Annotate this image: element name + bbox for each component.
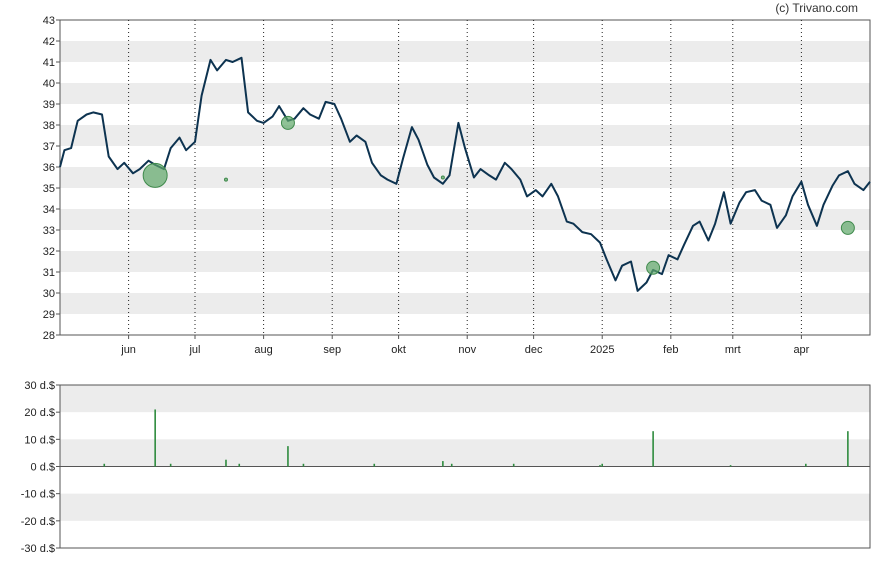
price-grid-band [60,125,870,146]
dividend-y-tick-label: -20 d.$ [21,516,55,528]
month-label: mrt [725,344,741,356]
price-y-tick-label: 29 [43,309,55,321]
price-y-tick-label: 31 [43,267,55,279]
price-line [59,56,871,292]
dividend-y-tick-label: 0 d.$ [31,462,55,474]
price-y-tick-label: 37 [43,141,55,153]
price-y-tick-label: 40 [43,78,55,90]
price-grid-band [60,167,870,188]
month-label: feb [663,344,678,356]
price-y-tick-label: 43 [43,15,55,27]
month-label: sep [323,344,341,356]
dividend-y-tick-label: 10 d.$ [24,434,55,446]
price-grid-band [60,293,870,314]
price-y-tick-label: 34 [43,204,55,216]
dividend-grid-band [60,439,870,467]
month-label: 2025 [590,344,614,356]
dividend-panel: -30 d.$ -20 d.$ -10 d.$ 0 d.$ 10 d.$ 20 d.$ 30… [21,380,871,555]
price-grid-band [60,41,870,62]
month-label: jun [120,344,136,356]
dividend-marker [223,177,228,182]
dividend-y-tick-label: 30 d.$ [24,380,55,392]
price-y-tick-label: 35 [43,183,55,195]
dividend-y-tick-label: -10 d.$ [21,489,55,501]
dividend-marker [440,175,445,180]
price-grid-band [60,209,870,230]
dividend-y-tick-label: 20 d.$ [24,407,55,419]
price-frame [59,19,871,336]
dividend-marker [840,220,855,235]
month-label: okt [391,344,406,356]
price-y-tick-label: 36 [43,162,55,174]
price-panel: 28 29 30 31 32 33 34 35 36 37 38 39 40 41 42 43 jun jul au… [43,15,871,356]
dividend-grid-band [60,493,870,521]
dividend-y-tick-label: -30 d.$ [21,543,55,555]
price-y-tick-label: 33 [43,225,55,237]
dividend-marker [142,162,168,188]
price-y-tick-label: 38 [43,120,55,132]
dividend-marker [646,260,661,275]
dividend-marker [280,115,295,130]
price-y-tick-label: 28 [43,330,55,342]
month-label: jul [188,344,200,356]
month-label: aug [254,344,272,356]
price-y-tick-label: 39 [43,99,55,111]
month-label: dec [525,344,543,356]
price-grid-band [60,251,870,272]
price-grid-band [60,83,870,104]
price-y-tick-label: 32 [43,246,55,258]
dividend-grid-band [60,385,870,413]
month-label: apr [793,344,809,356]
price-y-tick-label: 42 [43,36,55,48]
price-y-tick-label: 41 [43,57,55,69]
credit-label: (c) Trivano.com [775,1,858,15]
month-label: nov [458,344,476,356]
price-y-tick-label: 30 [43,288,55,300]
